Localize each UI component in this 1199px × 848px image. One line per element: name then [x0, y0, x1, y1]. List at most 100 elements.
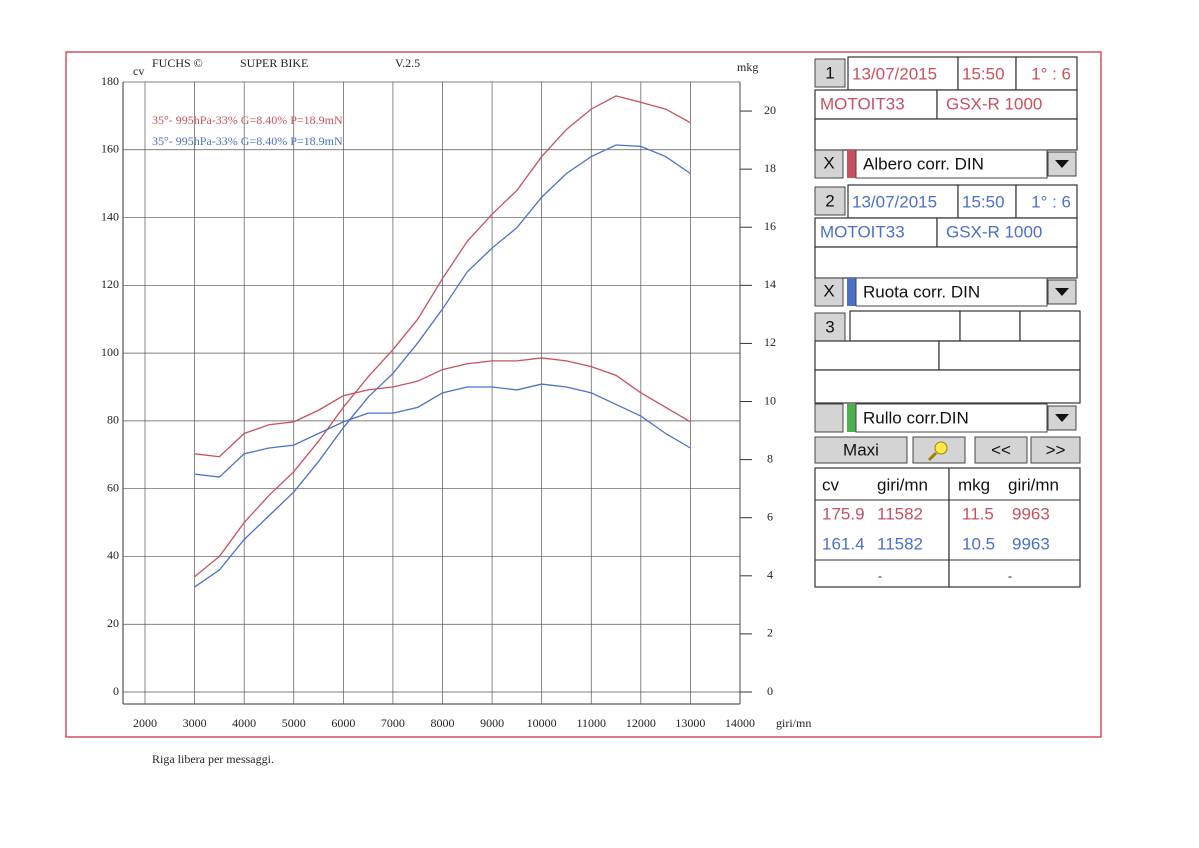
y-tick-label: 140 [101, 209, 119, 223]
x-tick-label: 10000 [527, 716, 557, 730]
panel-text: 175.9 [822, 504, 865, 523]
x-tick-label: 7000 [381, 716, 405, 730]
panel-text: Rullo corr.DIN [863, 408, 969, 427]
series-line [194, 383, 691, 478]
cell [814, 246, 1078, 279]
y-tick-label: 100 [101, 345, 119, 359]
x-tick-label: 8000 [431, 716, 455, 730]
panel-text: GSX-R 1000 [946, 222, 1042, 241]
dropdown-arrow [1055, 160, 1069, 168]
color-swatch [847, 150, 856, 178]
header-brand: FUCHS © [152, 56, 203, 70]
panel-text: 15:50 [962, 64, 1005, 83]
x-tick-label: 5000 [282, 716, 306, 730]
y2-tick-label: 0 [767, 684, 773, 698]
x-tick-label: 13000 [675, 716, 705, 730]
panel-text: 9963 [1012, 504, 1050, 523]
dropdown[interactable] [855, 149, 1048, 179]
button[interactable] [814, 312, 846, 342]
cell [1019, 310, 1081, 342]
panel-text: 13/07/2015 [852, 64, 937, 83]
button[interactable] [814, 186, 846, 216]
panel-text: MOTOIT33 [820, 222, 905, 241]
panel-text: giri/mn [1008, 475, 1059, 494]
y-tick-label: 80 [107, 413, 119, 427]
x-tick-label: 3000 [183, 716, 207, 730]
panel-text: 1° : 6 [1031, 192, 1071, 211]
y2-tick-label: 8 [767, 451, 773, 465]
y-tick-label: 180 [101, 74, 119, 88]
button[interactable] [814, 149, 844, 179]
cell [957, 56, 1017, 91]
panel-text: 11.5 [962, 504, 994, 523]
panel-text: X [823, 281, 834, 300]
x-tick-label: 6000 [331, 716, 355, 730]
cell [847, 56, 959, 91]
legend-entry: 35°- 995hPa-33% G=8.40% P=18.9mN [152, 134, 343, 148]
y-tick-label: 40 [107, 548, 119, 562]
header-version: V.2.5 [395, 56, 420, 70]
dropdown[interactable] [855, 277, 1048, 307]
panel-text: 9963 [1012, 534, 1050, 553]
y-tick-label: 120 [101, 277, 119, 291]
button[interactable] [1030, 436, 1081, 464]
panel-text: 11582 [877, 534, 923, 553]
y2-tick-label: 4 [767, 568, 773, 582]
x-tick-label: 12000 [626, 716, 656, 730]
cell [1015, 184, 1078, 219]
panel-text: 2 [825, 191, 834, 210]
panel-text: >> [1046, 440, 1066, 459]
x-tick-label: 14000 [725, 716, 755, 730]
panel-text: 1° : 6 [1031, 64, 1071, 83]
x-label: giri/mn [776, 716, 811, 730]
legend-entry: 35°- 995hPa-33% G=8.40% P=18.9mN [152, 113, 343, 127]
y-tick-label: 20 [107, 616, 119, 630]
button[interactable] [814, 436, 908, 464]
y2-tick-label: 12 [764, 335, 776, 349]
header-model: SUPER BIKE [240, 56, 308, 70]
panel-text: 15:50 [962, 192, 1005, 211]
series-line [194, 95, 691, 578]
panel-text: - [878, 569, 882, 583]
panel-text: 161.4 [822, 534, 865, 553]
y2-tick-label: 10 [764, 393, 776, 407]
panel-text: giri/mn [877, 475, 928, 494]
y2-label: mkg [737, 60, 758, 74]
y2-tick-label: 18 [764, 161, 776, 175]
dropdown-arrow [1055, 414, 1069, 422]
y2-tick-label: 6 [767, 509, 773, 523]
footer: Riga libera per messaggi. [152, 752, 274, 766]
magnifier-icon [934, 441, 948, 455]
panel-text: MOTOIT33 [820, 94, 905, 113]
series-line [194, 144, 691, 588]
magnifier-handle [927, 451, 938, 462]
cell [847, 184, 959, 219]
color-swatch [847, 404, 856, 432]
panel-text: 11582 [877, 504, 923, 523]
y2-tick-label: 16 [764, 219, 776, 233]
panel-text: 3 [825, 317, 834, 336]
y2-tick-label: 20 [764, 103, 776, 117]
button[interactable] [814, 277, 844, 307]
panel-text: Maxi [843, 440, 879, 459]
y-tick-label: 0 [113, 684, 119, 698]
panel-text: 13/07/2015 [852, 192, 937, 211]
button[interactable] [974, 436, 1028, 464]
y-label: cv [133, 64, 144, 78]
cell [814, 118, 1078, 151]
panel-text: 1 [825, 63, 834, 82]
dropdown[interactable] [855, 403, 1048, 433]
button[interactable] [814, 58, 846, 88]
cell [814, 369, 1081, 404]
button[interactable] [814, 403, 844, 433]
cell [814, 467, 950, 588]
x-tick-label: 11000 [576, 716, 606, 730]
panel-text: GSX-R 1000 [946, 94, 1042, 113]
frame [65, 51, 1102, 738]
cell [959, 310, 1021, 342]
cell [948, 467, 1081, 588]
cell [938, 340, 1081, 371]
dropdown-arrow [1055, 288, 1069, 296]
x-tick-label: 4000 [232, 716, 256, 730]
